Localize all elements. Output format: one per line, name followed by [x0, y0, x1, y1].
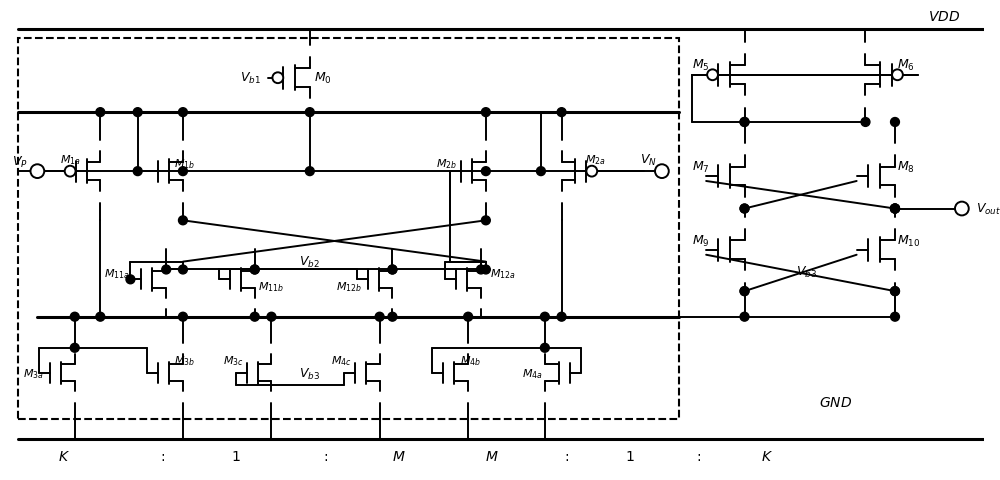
Text: $M_{2b}$: $M_{2b}$: [436, 157, 457, 171]
Circle shape: [891, 118, 899, 127]
Text: $M_{11b}$: $M_{11b}$: [258, 280, 284, 293]
Circle shape: [740, 287, 749, 296]
Text: $M_9$: $M_9$: [692, 233, 710, 248]
Text: $V_N$: $V_N$: [640, 153, 657, 168]
Circle shape: [481, 216, 490, 225]
Circle shape: [655, 165, 669, 179]
Circle shape: [96, 312, 105, 322]
Text: $V_{b3}$: $V_{b3}$: [796, 264, 817, 279]
Text: $M$: $M$: [485, 449, 499, 463]
Circle shape: [65, 167, 76, 177]
Text: $M_{4a}$: $M_{4a}$: [522, 366, 543, 380]
Text: $M_{3b}$: $M_{3b}$: [174, 353, 195, 367]
Circle shape: [267, 312, 276, 322]
Circle shape: [375, 312, 384, 322]
Circle shape: [179, 168, 187, 176]
Text: $V_{out}$: $V_{out}$: [976, 202, 1000, 216]
Text: $M_{4b}$: $M_{4b}$: [460, 353, 481, 367]
Circle shape: [250, 265, 259, 275]
Circle shape: [388, 265, 397, 275]
Circle shape: [250, 265, 259, 275]
Circle shape: [70, 344, 79, 352]
Text: $M_5$: $M_5$: [692, 58, 710, 73]
Text: $V_{b1}$: $V_{b1}$: [240, 71, 261, 86]
Circle shape: [250, 312, 259, 322]
Text: $:$: $:$: [562, 449, 569, 463]
Text: $V_{b3}$: $V_{b3}$: [299, 366, 320, 382]
Circle shape: [891, 204, 899, 214]
Circle shape: [305, 108, 314, 117]
Circle shape: [30, 165, 44, 179]
Text: $M_{2a}$: $M_{2a}$: [585, 153, 606, 167]
Text: $M_{3a}$: $M_{3a}$: [23, 366, 44, 380]
Text: $V_{b2}$: $V_{b2}$: [299, 254, 320, 270]
Text: $1$: $1$: [231, 449, 241, 463]
Text: $K$: $K$: [58, 449, 70, 463]
Bar: [18, 39, 679, 419]
Circle shape: [133, 168, 142, 176]
Text: $:$: $:$: [158, 449, 166, 463]
Circle shape: [891, 287, 899, 296]
Circle shape: [481, 168, 490, 176]
Circle shape: [305, 168, 314, 176]
Circle shape: [179, 216, 187, 225]
Text: $M_{11a}$: $M_{11a}$: [104, 267, 130, 281]
Circle shape: [586, 167, 597, 177]
Circle shape: [388, 265, 397, 275]
Text: $VDD$: $VDD$: [928, 10, 960, 24]
Circle shape: [133, 108, 142, 117]
Circle shape: [540, 312, 549, 322]
Circle shape: [740, 287, 749, 296]
Text: $K$: $K$: [761, 449, 773, 463]
Circle shape: [891, 204, 899, 214]
Circle shape: [861, 118, 870, 127]
Text: $M_{12b}$: $M_{12b}$: [336, 280, 362, 293]
Circle shape: [179, 312, 187, 322]
Circle shape: [481, 108, 490, 117]
Text: $M_{1a}$: $M_{1a}$: [60, 153, 81, 167]
Circle shape: [740, 118, 749, 127]
Circle shape: [740, 118, 749, 127]
Circle shape: [557, 108, 566, 117]
Text: $1$: $1$: [625, 449, 634, 463]
Circle shape: [892, 70, 903, 81]
Circle shape: [955, 202, 969, 216]
Circle shape: [388, 312, 397, 322]
Circle shape: [70, 312, 79, 322]
Circle shape: [740, 204, 749, 214]
Circle shape: [740, 204, 749, 214]
Circle shape: [537, 168, 545, 176]
Text: $:$: $:$: [694, 449, 702, 463]
Text: $GND$: $GND$: [819, 396, 853, 409]
Circle shape: [272, 73, 283, 84]
Circle shape: [740, 312, 749, 322]
Circle shape: [477, 265, 485, 275]
Text: $M_{10}$: $M_{10}$: [897, 233, 920, 248]
Circle shape: [557, 312, 566, 322]
Text: $M_{1b}$: $M_{1b}$: [174, 157, 195, 171]
Text: $M_6$: $M_6$: [897, 58, 915, 73]
Circle shape: [96, 108, 105, 117]
Circle shape: [179, 108, 187, 117]
Circle shape: [464, 312, 473, 322]
Text: $M_{3c}$: $M_{3c}$: [223, 353, 244, 367]
Circle shape: [540, 344, 549, 352]
Text: $M_8$: $M_8$: [897, 159, 915, 174]
Circle shape: [707, 70, 718, 81]
Circle shape: [481, 265, 490, 275]
Text: $M_{12a}$: $M_{12a}$: [490, 267, 516, 281]
Circle shape: [891, 312, 899, 322]
Text: $:$: $:$: [321, 449, 328, 463]
Circle shape: [126, 276, 135, 284]
Circle shape: [891, 287, 899, 296]
Text: $M$: $M$: [392, 449, 405, 463]
Text: $V_P$: $V_P$: [12, 155, 28, 169]
Circle shape: [162, 265, 171, 275]
Text: $M_0$: $M_0$: [314, 71, 331, 86]
Circle shape: [179, 265, 187, 275]
Text: $M_7$: $M_7$: [692, 159, 710, 174]
Circle shape: [891, 204, 899, 214]
Text: $M_{4c}$: $M_{4c}$: [331, 353, 352, 367]
Circle shape: [891, 204, 899, 214]
